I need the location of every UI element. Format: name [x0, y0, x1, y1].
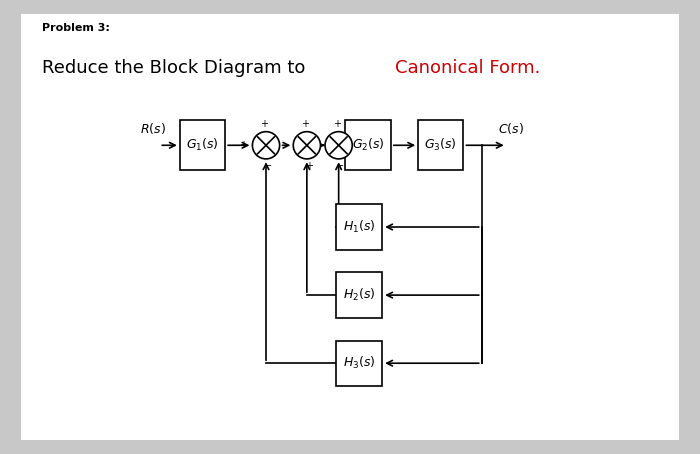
Text: $H_1(s)$: $H_1(s)$	[343, 219, 375, 235]
Bar	[418, 120, 463, 170]
Text: +: +	[332, 119, 341, 129]
Text: Problem 3:: Problem 3:	[42, 23, 110, 33]
Text: $G_1(s)$: $G_1(s)$	[186, 137, 219, 153]
Text: $C(s)$: $C(s)$	[498, 121, 524, 136]
Text: $H_3(s)$: $H_3(s)$	[343, 355, 375, 371]
Text: −: −	[337, 161, 344, 171]
Bar	[337, 204, 382, 250]
Text: Canonical Form.: Canonical Form.	[395, 59, 541, 77]
Bar	[337, 340, 382, 386]
Bar	[346, 120, 391, 170]
Bar	[180, 120, 225, 170]
Text: $H_2(s)$: $H_2(s)$	[343, 287, 375, 303]
Text: −: −	[264, 161, 272, 171]
Text: +: +	[301, 119, 309, 129]
Text: $G_2(s)$: $G_2(s)$	[352, 137, 384, 153]
Text: +: +	[260, 119, 268, 129]
Text: $G_3(s)$: $G_3(s)$	[424, 137, 457, 153]
Bar	[337, 272, 382, 318]
Text: +: +	[239, 140, 247, 150]
Text: Reduce the Block Diagram to: Reduce the Block Diagram to	[42, 59, 311, 77]
Circle shape	[253, 132, 279, 159]
Text: $R(s)$: $R(s)$	[139, 121, 165, 136]
Text: +: +	[304, 161, 313, 171]
Circle shape	[325, 132, 352, 159]
Circle shape	[293, 132, 321, 159]
